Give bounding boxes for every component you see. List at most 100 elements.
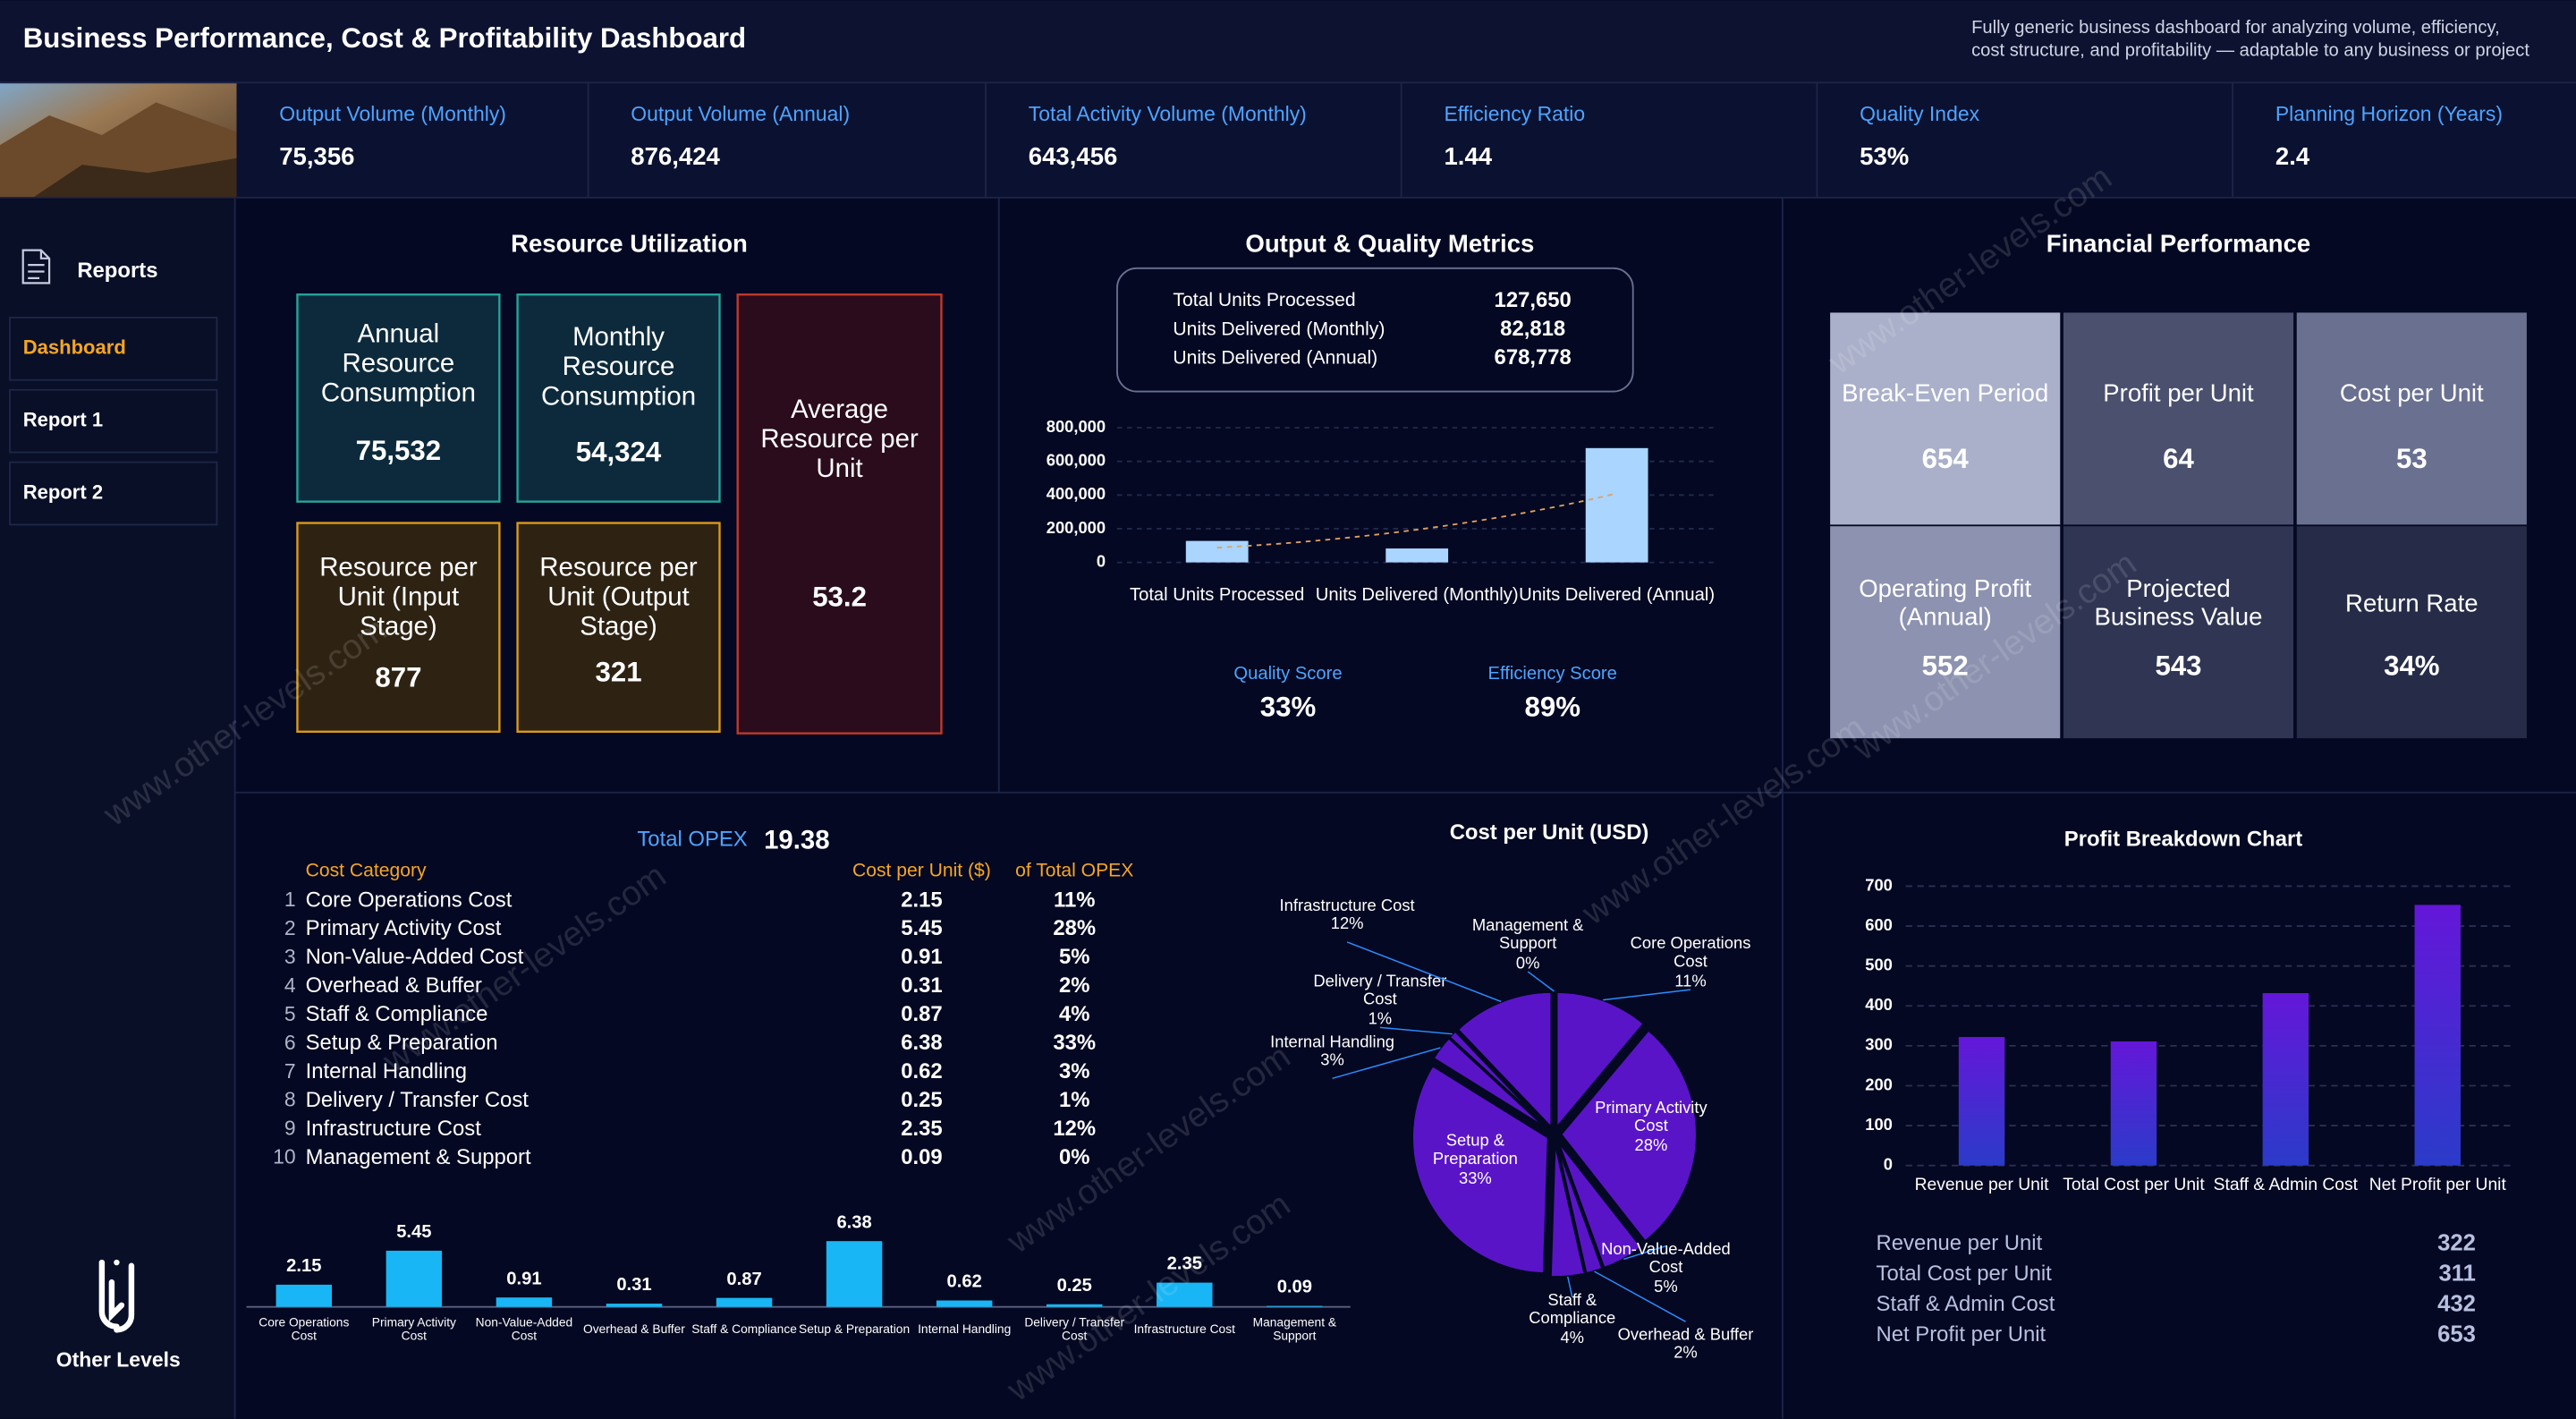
summary-label: Total Units Processed: [1173, 290, 1355, 310]
pie-label-value: 33%: [1458, 1169, 1492, 1188]
y-tick-label: 200: [1865, 1075, 1893, 1093]
tile-label: Monthly Resource Consumption: [540, 324, 697, 412]
nav-label[interactable]: Report 1: [23, 408, 103, 430]
summary-label: Units Delivered (Monthly): [1173, 319, 1385, 339]
y-tick-label: 600,000: [1046, 450, 1106, 469]
row-category: Non-Value-Added Cost: [306, 945, 524, 969]
x-tick-label-text: Units Delivered (Annual): [1519, 585, 1716, 606]
x-tick-label: Core Operations Cost: [258, 1315, 349, 1343]
tile-label-text: Return Rate: [2345, 590, 2479, 618]
row-value: 0.62: [901, 1059, 942, 1083]
y-tick-label: 0: [1884, 1155, 1893, 1174]
sidebar: [0, 199, 235, 1419]
pie-label-category: Non-Value-Added Cost: [1601, 1241, 1731, 1279]
total-value: 19.38: [764, 826, 830, 855]
nav-item[interactable]: [9, 461, 218, 526]
x-tick-label: Staff & Admin Cost: [2214, 1176, 2359, 1194]
finance-tile: [2063, 312, 2294, 525]
row-value: 2.15: [901, 888, 942, 912]
header-image-ground: [32, 157, 237, 198]
x-tick-label: Revenue per Unit: [1915, 1176, 2050, 1194]
y-tick-label: 400: [1865, 995, 1893, 1014]
tile-label: Return Rate: [2345, 590, 2479, 618]
nav-label[interactable]: Report 2: [23, 480, 103, 503]
subtitle-line: Fully generic business dashboard for ana…: [1971, 18, 2500, 38]
row-share: 5%: [1059, 945, 1089, 969]
data-label: 2.35: [1167, 1254, 1202, 1274]
finance-tile: [2296, 312, 2527, 525]
y-tick-label: 200,000: [1046, 518, 1106, 537]
x-tick-label: Non-Value-Added Cost: [475, 1314, 573, 1344]
row-category: Primary Activity Cost: [306, 916, 502, 940]
pie-label-value: 28%: [1634, 1136, 1668, 1155]
data-label: 0.87: [726, 1270, 761, 1289]
profit-row-value: 653: [2437, 1322, 2476, 1347]
x-tick-label-box: Infrastructure Cost: [1129, 1310, 1241, 1349]
x-tick-label-box: Overhead & Buffer: [579, 1310, 691, 1349]
tile-label-text: Cost per Unit: [2339, 378, 2484, 408]
x-tick-label-box: Units Delivered (Monthly): [1315, 571, 1519, 620]
profit-row-label: Total Cost per Unit: [1877, 1262, 2053, 1286]
x-tick-label-text: Non-Value-Added Cost: [475, 1314, 573, 1344]
bar: [826, 1241, 883, 1307]
kpi-label: Output Volume (Monthly): [279, 102, 506, 125]
score-value: 89%: [1524, 691, 1580, 722]
tile-value: 34%: [2384, 650, 2439, 681]
x-tick-label: Internal Handling: [918, 1321, 1011, 1336]
pie-label-box: Core Operations Cost 11%: [1622, 930, 1759, 996]
bar: [2414, 905, 2461, 1166]
row-number: 5: [284, 1002, 296, 1025]
row-number: 8: [284, 1088, 296, 1111]
pie-label-box: Setup & Preparation 33%: [1406, 1127, 1544, 1193]
pie-label-value: 2%: [1674, 1344, 1698, 1364]
leader-line: [1623, 1245, 1666, 1261]
pie-label-category: Overhead & Buffer: [1617, 1326, 1754, 1345]
tile-value: 64: [2163, 443, 2194, 474]
x-tick-label: Net Profit per Unit: [2369, 1176, 2507, 1194]
nav-item[interactable]: [9, 317, 218, 381]
x-tick-label: Primary Activity Cost: [372, 1315, 456, 1343]
row-share: 1%: [1059, 1088, 1089, 1112]
row-share: 12%: [1053, 1117, 1096, 1141]
nav-label[interactable]: Dashboard: [23, 336, 126, 359]
y-tick-label: 400,000: [1046, 484, 1106, 503]
x-tick-label-box: Management & Support: [1239, 1310, 1351, 1349]
pie-label-category: Primary Activity Cost: [1595, 1100, 1707, 1137]
tile-label-text: Profit per Unit: [2103, 378, 2254, 408]
pie-label-value: 0%: [1515, 954, 1540, 973]
tile-label-text: Projected Business Value: [2094, 575, 2263, 632]
score-label: Efficiency Score: [1488, 664, 1617, 684]
table-header: Cost Category: [306, 860, 427, 880]
kpi-label: Total Activity Volume (Monthly): [1029, 102, 1307, 125]
nav-item[interactable]: [9, 388, 218, 454]
profit-row-value: 322: [2437, 1231, 2476, 1256]
pie-label-category: Setup & Preparation: [1432, 1133, 1518, 1170]
tile-label-text: Monthly Resource Consumption: [540, 324, 697, 412]
pie-label-value: 4%: [1560, 1329, 1585, 1347]
pie-label-category: Infrastructure Cost: [1279, 896, 1415, 916]
pie-label-value: 1%: [1368, 1010, 1393, 1029]
row-value: 6.38: [901, 1031, 942, 1055]
row-number: 9: [284, 1117, 296, 1140]
kpi-label: Output Volume (Annual): [631, 102, 850, 125]
row-category: Infrastructure Cost: [306, 1117, 482, 1141]
kpi-tile: [516, 522, 721, 733]
data-label: 6.38: [836, 1212, 871, 1232]
summary-value: 678,778: [1495, 345, 1572, 370]
data-label: 0.62: [947, 1272, 982, 1292]
tile-label-text: Annual Resource Consumption: [320, 320, 476, 408]
tile-value: 543: [2155, 650, 2201, 681]
tile-label: Average Resource per Unit: [760, 396, 918, 483]
pie-label-box: Delivery / Transfer Cost 1%: [1311, 968, 1449, 1033]
kpi-value: 1.44: [1444, 142, 1492, 170]
tile-value: 75,532: [356, 435, 441, 466]
pie-label-value: 3%: [1320, 1051, 1344, 1071]
